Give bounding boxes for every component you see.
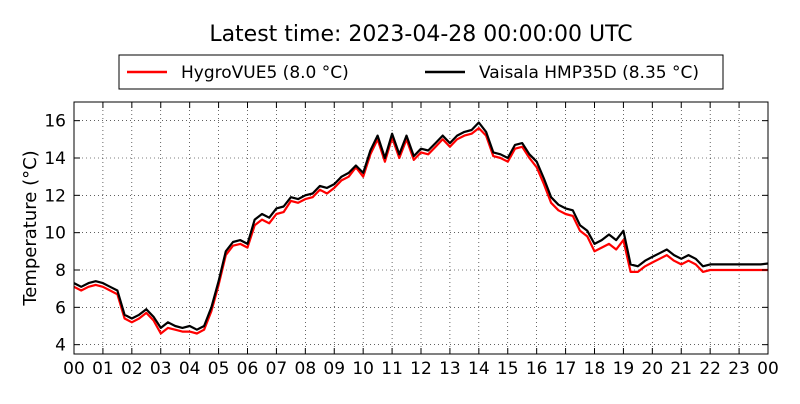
series-line-hygrovue5 (73, 127, 768, 335)
x-tick-label: 22 (699, 359, 721, 379)
x-tick-label: 04 (179, 359, 201, 379)
x-tick-label: 09 (323, 359, 345, 379)
x-tick-label: 01 (92, 359, 114, 379)
legend-label-hygrovue5: HygroVUE5 (8.0 °C) (181, 63, 349, 83)
x-tick-label: 10 (352, 359, 374, 379)
series-group (73, 121, 769, 335)
y-tick-label: 16 (44, 112, 66, 132)
y-tick-label: 12 (44, 186, 66, 206)
x-tick-label: 00 (757, 359, 779, 379)
x-tick-label: 02 (121, 359, 143, 379)
y-tick-label: 4 (55, 336, 66, 356)
chart-title: Latest time: 2023-04-28 00:00:00 UTC (209, 22, 632, 47)
y-tick-label: 6 (55, 298, 66, 318)
x-tick-label: 06 (237, 359, 259, 379)
x-tick-label: 15 (497, 359, 519, 379)
x-axis: 00 01 02 03 04 05 06 07 08 09 10 11 12 13 14 15 16 17 18 19… (63, 102, 779, 379)
x-tick-label: 16 (526, 359, 548, 379)
y-axis-label: Temperature (°C) (20, 150, 41, 306)
x-tick-label: 12 (410, 359, 432, 379)
grid (74, 102, 768, 354)
series-line-vaisala-hmp35d (73, 121, 769, 331)
legend: HygroVUE5 (8.0 °C) Vaisala HMP35D (8.35 °… (118, 54, 724, 90)
y-tick-label: 10 (44, 224, 66, 244)
plot-frame (73, 101, 769, 355)
x-tick-label: 00 (63, 359, 85, 379)
x-tick-label: 18 (584, 359, 606, 379)
legend-box (118, 54, 724, 90)
x-tick-label: 21 (670, 359, 692, 379)
y-tick-label: 8 (55, 261, 66, 281)
x-tick-label: 07 (266, 359, 288, 379)
x-tick-label: 13 (439, 359, 461, 379)
x-tick-label: 14 (468, 359, 490, 379)
x-tick-label: 05 (208, 359, 230, 379)
y-axis: 4 6 8 10 12 14 16 (44, 112, 768, 356)
x-tick-label: 08 (295, 359, 317, 379)
x-tick-label: 19 (613, 359, 635, 379)
x-tick-label: 11 (381, 359, 403, 379)
y-tick-label: 14 (44, 149, 66, 169)
x-tick-label: 17 (555, 359, 577, 379)
x-tick-label: 03 (150, 359, 172, 379)
legend-label-vaisala-hmp35d: Vaisala HMP35D (8.35 °C) (479, 63, 699, 83)
x-tick-label: 20 (642, 359, 664, 379)
x-tick-label: 23 (728, 359, 750, 379)
